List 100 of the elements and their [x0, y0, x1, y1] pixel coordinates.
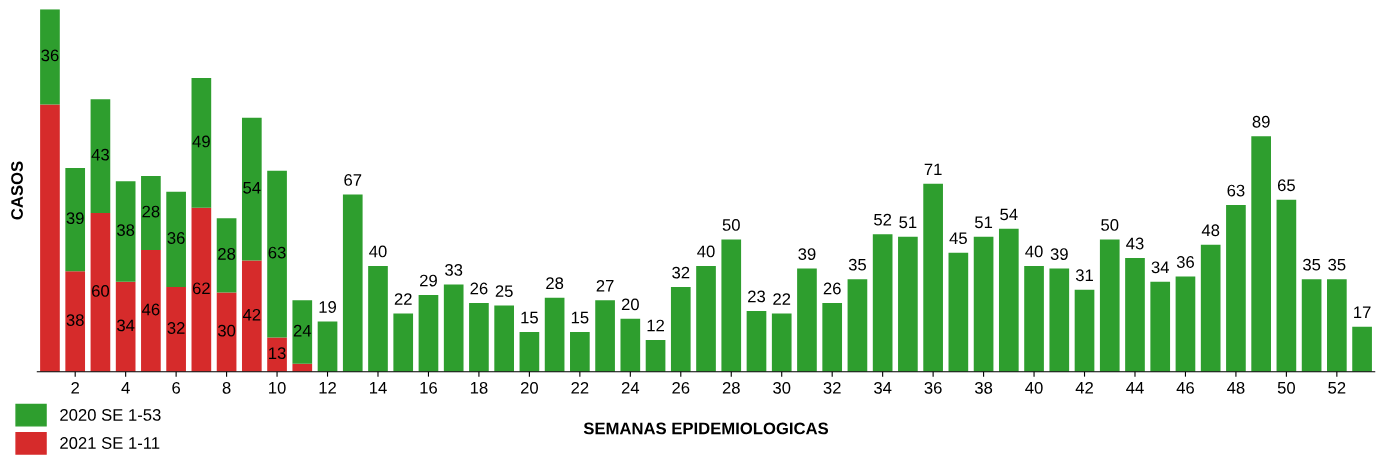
bar: [847, 279, 868, 372]
bar: [317, 321, 338, 372]
data-label: 34: [117, 319, 135, 332]
data-label: 45: [949, 232, 967, 245]
data-label: 28: [142, 205, 160, 218]
bar: [1301, 279, 1322, 372]
bar: [1099, 239, 1120, 372]
data-label: 35: [1328, 258, 1346, 271]
bar: [1276, 199, 1297, 372]
legend-label: 2021 SE 1-11: [60, 437, 160, 449]
bar: [570, 332, 590, 372]
x-tick-label: 46: [1176, 381, 1194, 394]
data-label: 38: [66, 314, 84, 326]
data-label: 39: [1050, 248, 1068, 260]
data-label: 39: [798, 248, 816, 260]
data-label: 17: [1354, 306, 1371, 319]
data-label: 33: [445, 264, 463, 276]
bar: [141, 175, 161, 251]
bar: [216, 292, 237, 372]
bar: [645, 340, 666, 372]
data-label: 29: [420, 274, 437, 287]
data-label: 40: [1025, 245, 1043, 258]
bar: [342, 194, 363, 372]
data-label: 40: [369, 245, 387, 258]
y-axis-title: CASOS: [11, 161, 23, 220]
data-label: 65: [1277, 179, 1295, 192]
x-tick-label: 50: [1277, 381, 1295, 394]
data-label: 35: [1302, 258, 1321, 271]
data-label: 71: [924, 163, 942, 176]
data-label: 24: [293, 324, 312, 337]
x-tick-label: 14: [369, 382, 387, 394]
bar: [696, 265, 716, 372]
bar: [1352, 326, 1372, 372]
bar: [923, 183, 943, 372]
bar: [998, 228, 1019, 372]
bar: [1226, 205, 1246, 372]
data-label: 52: [874, 213, 892, 226]
bar: [141, 250, 161, 372]
bar: [166, 191, 186, 288]
x-tick-label: 30: [773, 381, 791, 394]
data-label: 40: [697, 245, 715, 258]
bar: [1150, 281, 1171, 372]
bar: [519, 332, 540, 372]
bar: [267, 337, 287, 372]
data-label: 48: [1201, 224, 1220, 237]
data-label: 42: [242, 308, 261, 321]
bar: [469, 302, 489, 372]
data-label: 38: [117, 224, 135, 236]
data-label: 25: [495, 285, 513, 298]
bar: [267, 170, 287, 338]
x-tick-label: 42: [1075, 381, 1093, 394]
bar: [191, 78, 212, 208]
data-label: 19: [319, 301, 336, 313]
bar: [620, 318, 641, 372]
legend-label: 2020 SE 1-53: [60, 409, 161, 421]
bar: [948, 252, 969, 372]
data-label: 34: [1151, 261, 1169, 274]
data-label: 32: [167, 322, 185, 334]
bar: [1327, 279, 1347, 372]
bar: [115, 181, 136, 282]
x-tick-label: 44: [1126, 382, 1144, 394]
data-label: 13: [269, 347, 286, 360]
x-tick-label: 2: [71, 381, 79, 394]
x-tick-label: 32: [823, 381, 841, 394]
data-label: 51: [899, 216, 917, 229]
x-tick-label: 40: [1025, 381, 1043, 394]
bar: [1175, 276, 1196, 372]
bar: [1074, 289, 1095, 372]
bar: [973, 236, 994, 372]
data-label: 36: [167, 232, 185, 244]
data-label: 60: [92, 285, 110, 297]
bar: [771, 313, 792, 372]
bar: [418, 295, 439, 372]
data-label: 67: [344, 174, 362, 186]
data-label: 63: [1227, 184, 1245, 197]
data-label: 50: [1101, 219, 1119, 231]
data-label: 49: [192, 135, 210, 148]
bar: [292, 363, 313, 372]
x-tick-label: 34: [874, 381, 892, 394]
bar: [443, 284, 464, 372]
data-label: 28: [218, 248, 236, 260]
bar: [544, 297, 565, 372]
data-label: 15: [521, 311, 538, 324]
bar: [1049, 268, 1070, 372]
data-label: 46: [142, 303, 160, 316]
bar: [241, 117, 262, 261]
x-tick-label: 16: [420, 381, 437, 394]
data-label: 12: [647, 319, 664, 332]
x-tick-label: 18: [470, 381, 488, 394]
bar: [40, 9, 60, 105]
x-tick-label: 36: [924, 381, 942, 394]
bar: [1024, 265, 1044, 372]
bar: [670, 287, 691, 372]
bar: [1125, 257, 1145, 372]
bar: [241, 260, 262, 372]
data-label: 15: [571, 311, 589, 324]
data-label: 50: [722, 219, 740, 231]
data-label: 26: [470, 282, 488, 295]
bar: [40, 104, 60, 372]
bar: [797, 268, 817, 372]
